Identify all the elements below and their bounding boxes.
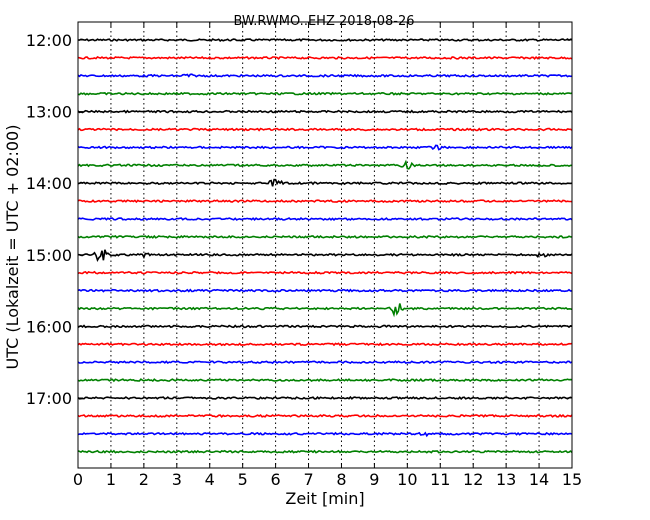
x-tick-label: 9 — [369, 470, 379, 489]
x-axis-ticks: 0 1 2 3 4 5 6 7 8 9 10 11 12 13 14 15 — [73, 22, 582, 489]
trace-line — [77, 38, 572, 42]
trace-line — [77, 431, 573, 438]
trace-line — [77, 288, 572, 293]
trace-line — [77, 378, 573, 383]
trace-line — [77, 73, 573, 78]
x-tick-label: 13 — [496, 470, 516, 489]
x-tick-label: 11 — [430, 470, 450, 489]
y-tick-label: 16:00 — [26, 317, 72, 336]
trace-line — [77, 449, 573, 454]
plot-frame — [77, 21, 573, 469]
trace-line — [77, 360, 573, 365]
trace-line — [77, 342, 573, 347]
y-tick-label: 14:00 — [26, 174, 72, 193]
trace-line — [77, 91, 573, 96]
trace-line — [77, 127, 573, 132]
grid-lines — [110, 22, 540, 468]
trace-line — [77, 324, 573, 329]
x-tick-label: 3 — [172, 470, 182, 489]
x-tick-label: 5 — [238, 470, 248, 489]
x-tick-label: 4 — [205, 470, 215, 489]
trace-line — [77, 270, 573, 275]
x-tick-label: 2 — [139, 470, 149, 489]
trace-line — [77, 234, 573, 239]
trace-line — [77, 413, 573, 418]
y-tick-label: 15:00 — [26, 246, 72, 265]
x-tick-label: 1 — [106, 470, 116, 489]
trace-line — [77, 144, 573, 151]
x-tick-label: 6 — [271, 470, 281, 489]
x-tick-label: 10 — [397, 470, 417, 489]
trace-line — [77, 249, 573, 263]
trace-line — [77, 199, 573, 204]
x-tick-label: 12 — [463, 470, 483, 489]
x-tick-label: 7 — [303, 470, 313, 489]
trace-line — [77, 55, 573, 60]
seismic-traces — [77, 38, 573, 454]
x-tick-label: 0 — [73, 470, 83, 489]
x-tick-label: 8 — [336, 470, 346, 489]
trace-line — [77, 109, 573, 114]
trace-line — [77, 303, 573, 318]
x-axis-label: Zeit [min] — [285, 489, 364, 508]
x-tick-label: 15 — [562, 470, 582, 489]
trace-line — [77, 217, 573, 221]
y-axis-label: UTC (Lokalzeit = UTC + 02:00) — [3, 125, 22, 370]
y-tick-label: 13:00 — [26, 103, 72, 122]
y-tick-label: 12:00 — [26, 31, 72, 50]
trace-line — [77, 178, 573, 187]
y-axis-ticks: 12:00 13:00 14:00 15:00 16:00 17:00 — [26, 31, 572, 408]
trace-line — [77, 159, 573, 170]
trace-line — [77, 395, 573, 401]
y-tick-label: 17:00 — [26, 389, 72, 408]
x-tick-label: 14 — [529, 470, 549, 489]
